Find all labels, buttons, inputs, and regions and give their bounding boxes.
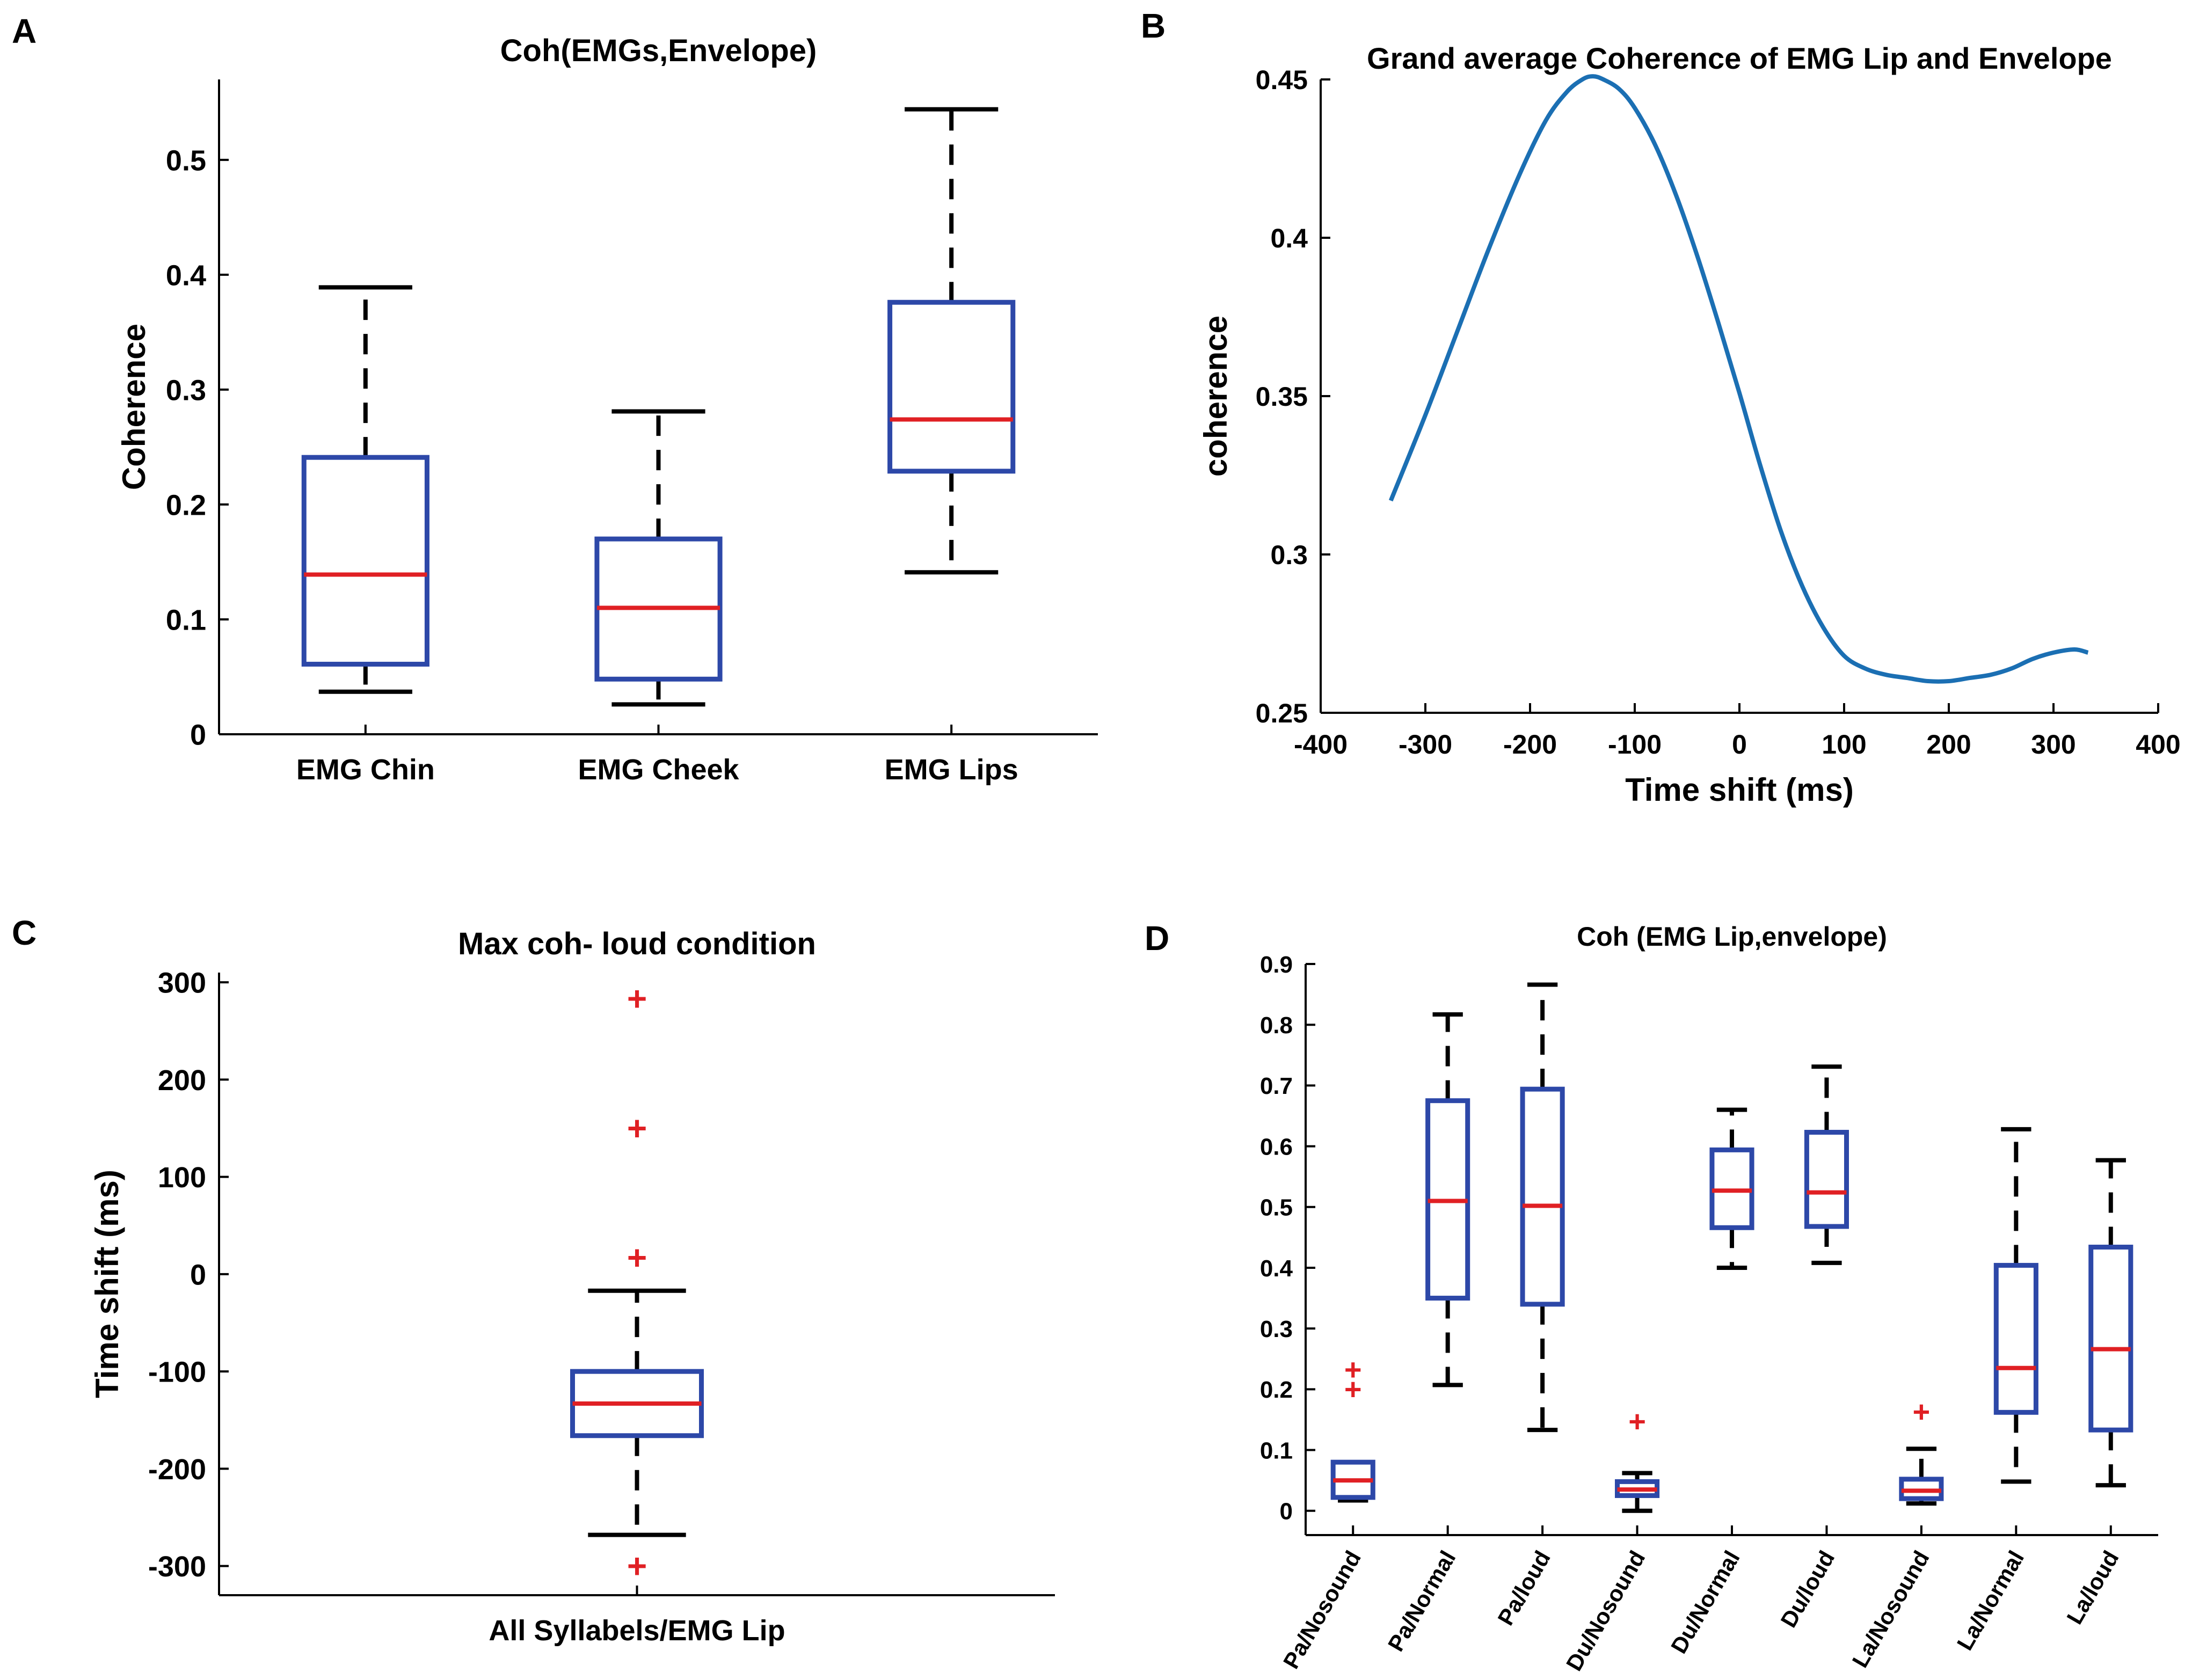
box-item: + [1899, 1394, 1944, 1506]
chart-b: Grand average Coherence of EMG Lip and E… [1198, 41, 2181, 808]
category-label: EMG Cheek [578, 754, 739, 786]
outlier-marker: + [1344, 1372, 1362, 1406]
y-tick-label: 0.7 [1260, 1073, 1293, 1099]
y-tick-label: 0.1 [166, 604, 206, 636]
category-label: EMG Chin [296, 754, 435, 786]
y-tick-label: 0.9 [1260, 952, 1293, 978]
chart-d: Coh (EMG Lip,envelope) 0 0.1 0.2 0.3 0.4 0.5 0.… [1260, 922, 2158, 1675]
box-item [1993, 1127, 2038, 1484]
x-axis-label: Time shift (ms) [1625, 772, 1854, 808]
chart-title: Max coh- loud condition [458, 926, 816, 961]
category-label: La/loud [2062, 1546, 2123, 1628]
category-label: La/Nosound [1847, 1546, 1934, 1672]
y-tick-label: 300 [158, 967, 206, 999]
panel-d-letter: D [1145, 919, 1169, 958]
box-iqr [887, 300, 1016, 474]
y-axis-label: Time shift (ms) [89, 1170, 125, 1398]
y-tick-label: 0.35 [1256, 382, 1308, 412]
y-tick-label: 0.4 [166, 259, 206, 291]
y-tick-label: 100 [158, 1162, 206, 1194]
box-item: + + + + [570, 980, 704, 1585]
y-tick-label: 0.45 [1256, 65, 1308, 95]
x-tick-label: 100 [1822, 729, 1866, 759]
y-tick-label: 0 [1280, 1499, 1293, 1525]
y-axis-label: Coherence [116, 324, 152, 490]
outlier-marker: + [1628, 1404, 1646, 1438]
chart-c: Max coh- loud condition -300 -200 -100 0 100 2… [89, 926, 1055, 1647]
chart-title: Grand average Coherence of EMG Lip and E… [1367, 41, 2112, 75]
y-tick-label: 0.1 [1260, 1437, 1293, 1464]
x-tick-label: 300 [2031, 729, 2076, 759]
panel-a-letter: A [12, 12, 37, 50]
y-tick-label: -300 [148, 1551, 206, 1583]
category-label: Pa/Nosound [1278, 1546, 1366, 1673]
x-tick-label: 0 [1732, 729, 1747, 759]
x-tick-label: -300 [1399, 729, 1452, 759]
y-tick-label: -200 [148, 1453, 206, 1486]
box-item [1520, 982, 1565, 1433]
box-iqr [1993, 1262, 2038, 1415]
box-item [1709, 1107, 1754, 1270]
box-item [2088, 1158, 2133, 1488]
y-tick-label: 0.3 [1260, 1316, 1293, 1342]
category-label: Du/loud [1775, 1546, 1839, 1632]
outlier-marker: + [627, 1546, 647, 1585]
box-iqr [2088, 1244, 2133, 1433]
chart-title: Coh(EMGs,Envelope) [500, 33, 817, 68]
box-item [1804, 1064, 1849, 1265]
box-iqr [1520, 1086, 1565, 1307]
y-tick-label: 0.6 [1260, 1134, 1293, 1160]
category-label: Pa/loud [1492, 1546, 1555, 1630]
category-label: All Syllabels/EMG Lip [489, 1615, 785, 1647]
y-tick-label: 0.5 [1260, 1195, 1293, 1221]
chart-title: Coh (EMG Lip,envelope) [1577, 922, 1887, 952]
y-tick-label: 0 [190, 719, 206, 751]
box-iqr [301, 455, 429, 667]
box-iqr [1804, 1130, 1849, 1229]
outlier-marker: + [627, 1109, 647, 1148]
y-axis-label: coherence [1198, 316, 1234, 477]
outlier-marker: + [1913, 1394, 1931, 1428]
category-label: Du/Normal [1666, 1546, 1745, 1657]
y-tick-label: 0.5 [166, 144, 206, 177]
y-tick-label: 0.8 [1260, 1012, 1293, 1039]
x-tick-label: 400 [2136, 729, 2180, 759]
box-item: ++ [1330, 1353, 1375, 1503]
box-item [887, 107, 1016, 575]
y-tick-label: 0.3 [166, 374, 206, 406]
y-tick-label: 0.3 [1270, 540, 1308, 570]
outlier-marker: + [627, 1238, 647, 1277]
x-tick-label: -200 [1503, 729, 1557, 759]
box-item [1425, 1012, 1470, 1387]
category-label: Pa/Normal [1383, 1546, 1461, 1655]
box-item [301, 285, 429, 694]
x-tick-label: -400 [1294, 729, 1348, 759]
y-tick-label: -100 [148, 1356, 206, 1389]
category-label: La/Normal [1952, 1546, 2029, 1654]
panel-c-letter: C [12, 914, 37, 952]
y-tick-label: 0.2 [166, 489, 206, 521]
y-tick-label: 0.25 [1256, 698, 1308, 728]
box-item: + [1615, 1404, 1660, 1513]
chart-a: Coh(EMGs,Envelope) 0 0.1 0.2 0.3 0.4 0.5 Cohere… [116, 33, 1098, 786]
y-tick-label: 0 [190, 1259, 206, 1291]
y-tick-label: 200 [158, 1064, 206, 1097]
y-tick-label: 0.2 [1260, 1377, 1293, 1403]
y-tick-label: 0.4 [1260, 1255, 1293, 1282]
outlier-marker: + [627, 980, 647, 1018]
outlier-marker: + [1344, 1353, 1362, 1386]
series-line [1388, 74, 2089, 684]
category-label: Du/Nosound [1561, 1546, 1650, 1675]
x-tick-label: 200 [1926, 729, 1971, 759]
panel-b-letter: B [1141, 6, 1166, 45]
y-tick-label: 0.4 [1270, 223, 1308, 253]
category-label: EMG Lips [885, 754, 1018, 786]
box-item [594, 409, 723, 707]
x-tick-label: -100 [1608, 729, 1662, 759]
